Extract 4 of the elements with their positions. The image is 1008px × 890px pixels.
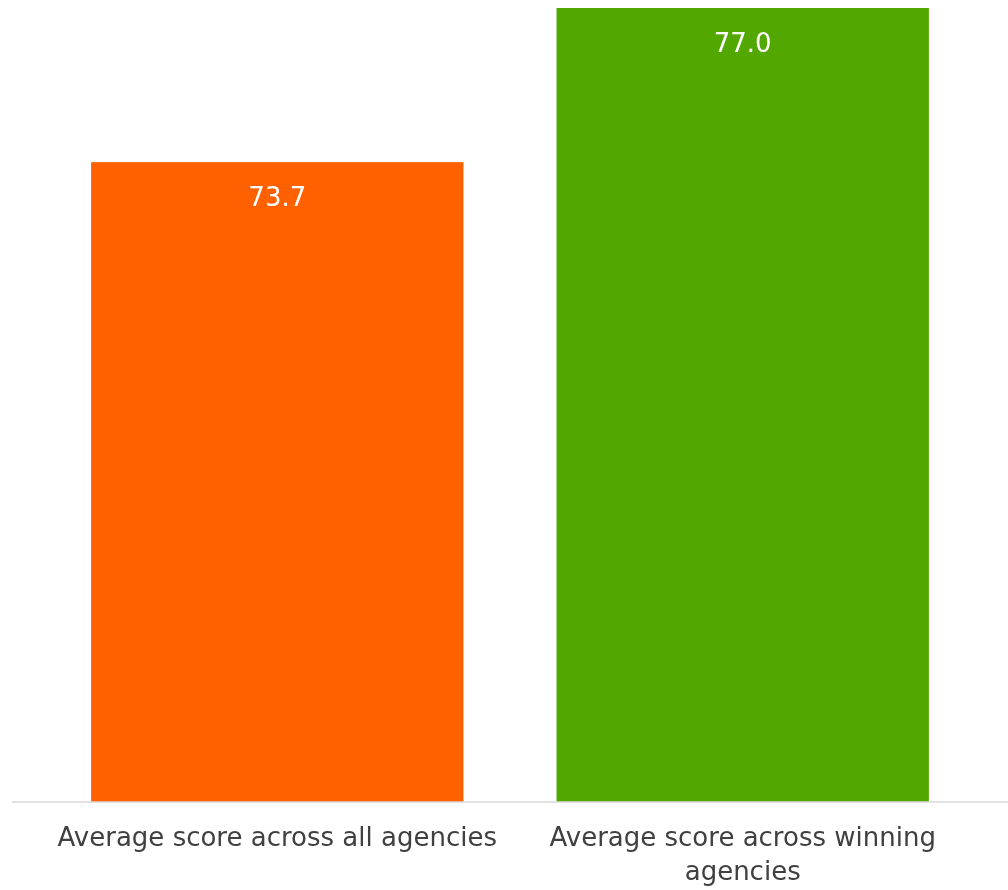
x-tick-label: Average score across all agencies <box>57 822 497 852</box>
x-tick-label: Average score across winning agencies <box>549 822 936 886</box>
data-label: 73.7 <box>248 182 307 213</box>
data-label: 77.0 <box>713 28 772 58</box>
